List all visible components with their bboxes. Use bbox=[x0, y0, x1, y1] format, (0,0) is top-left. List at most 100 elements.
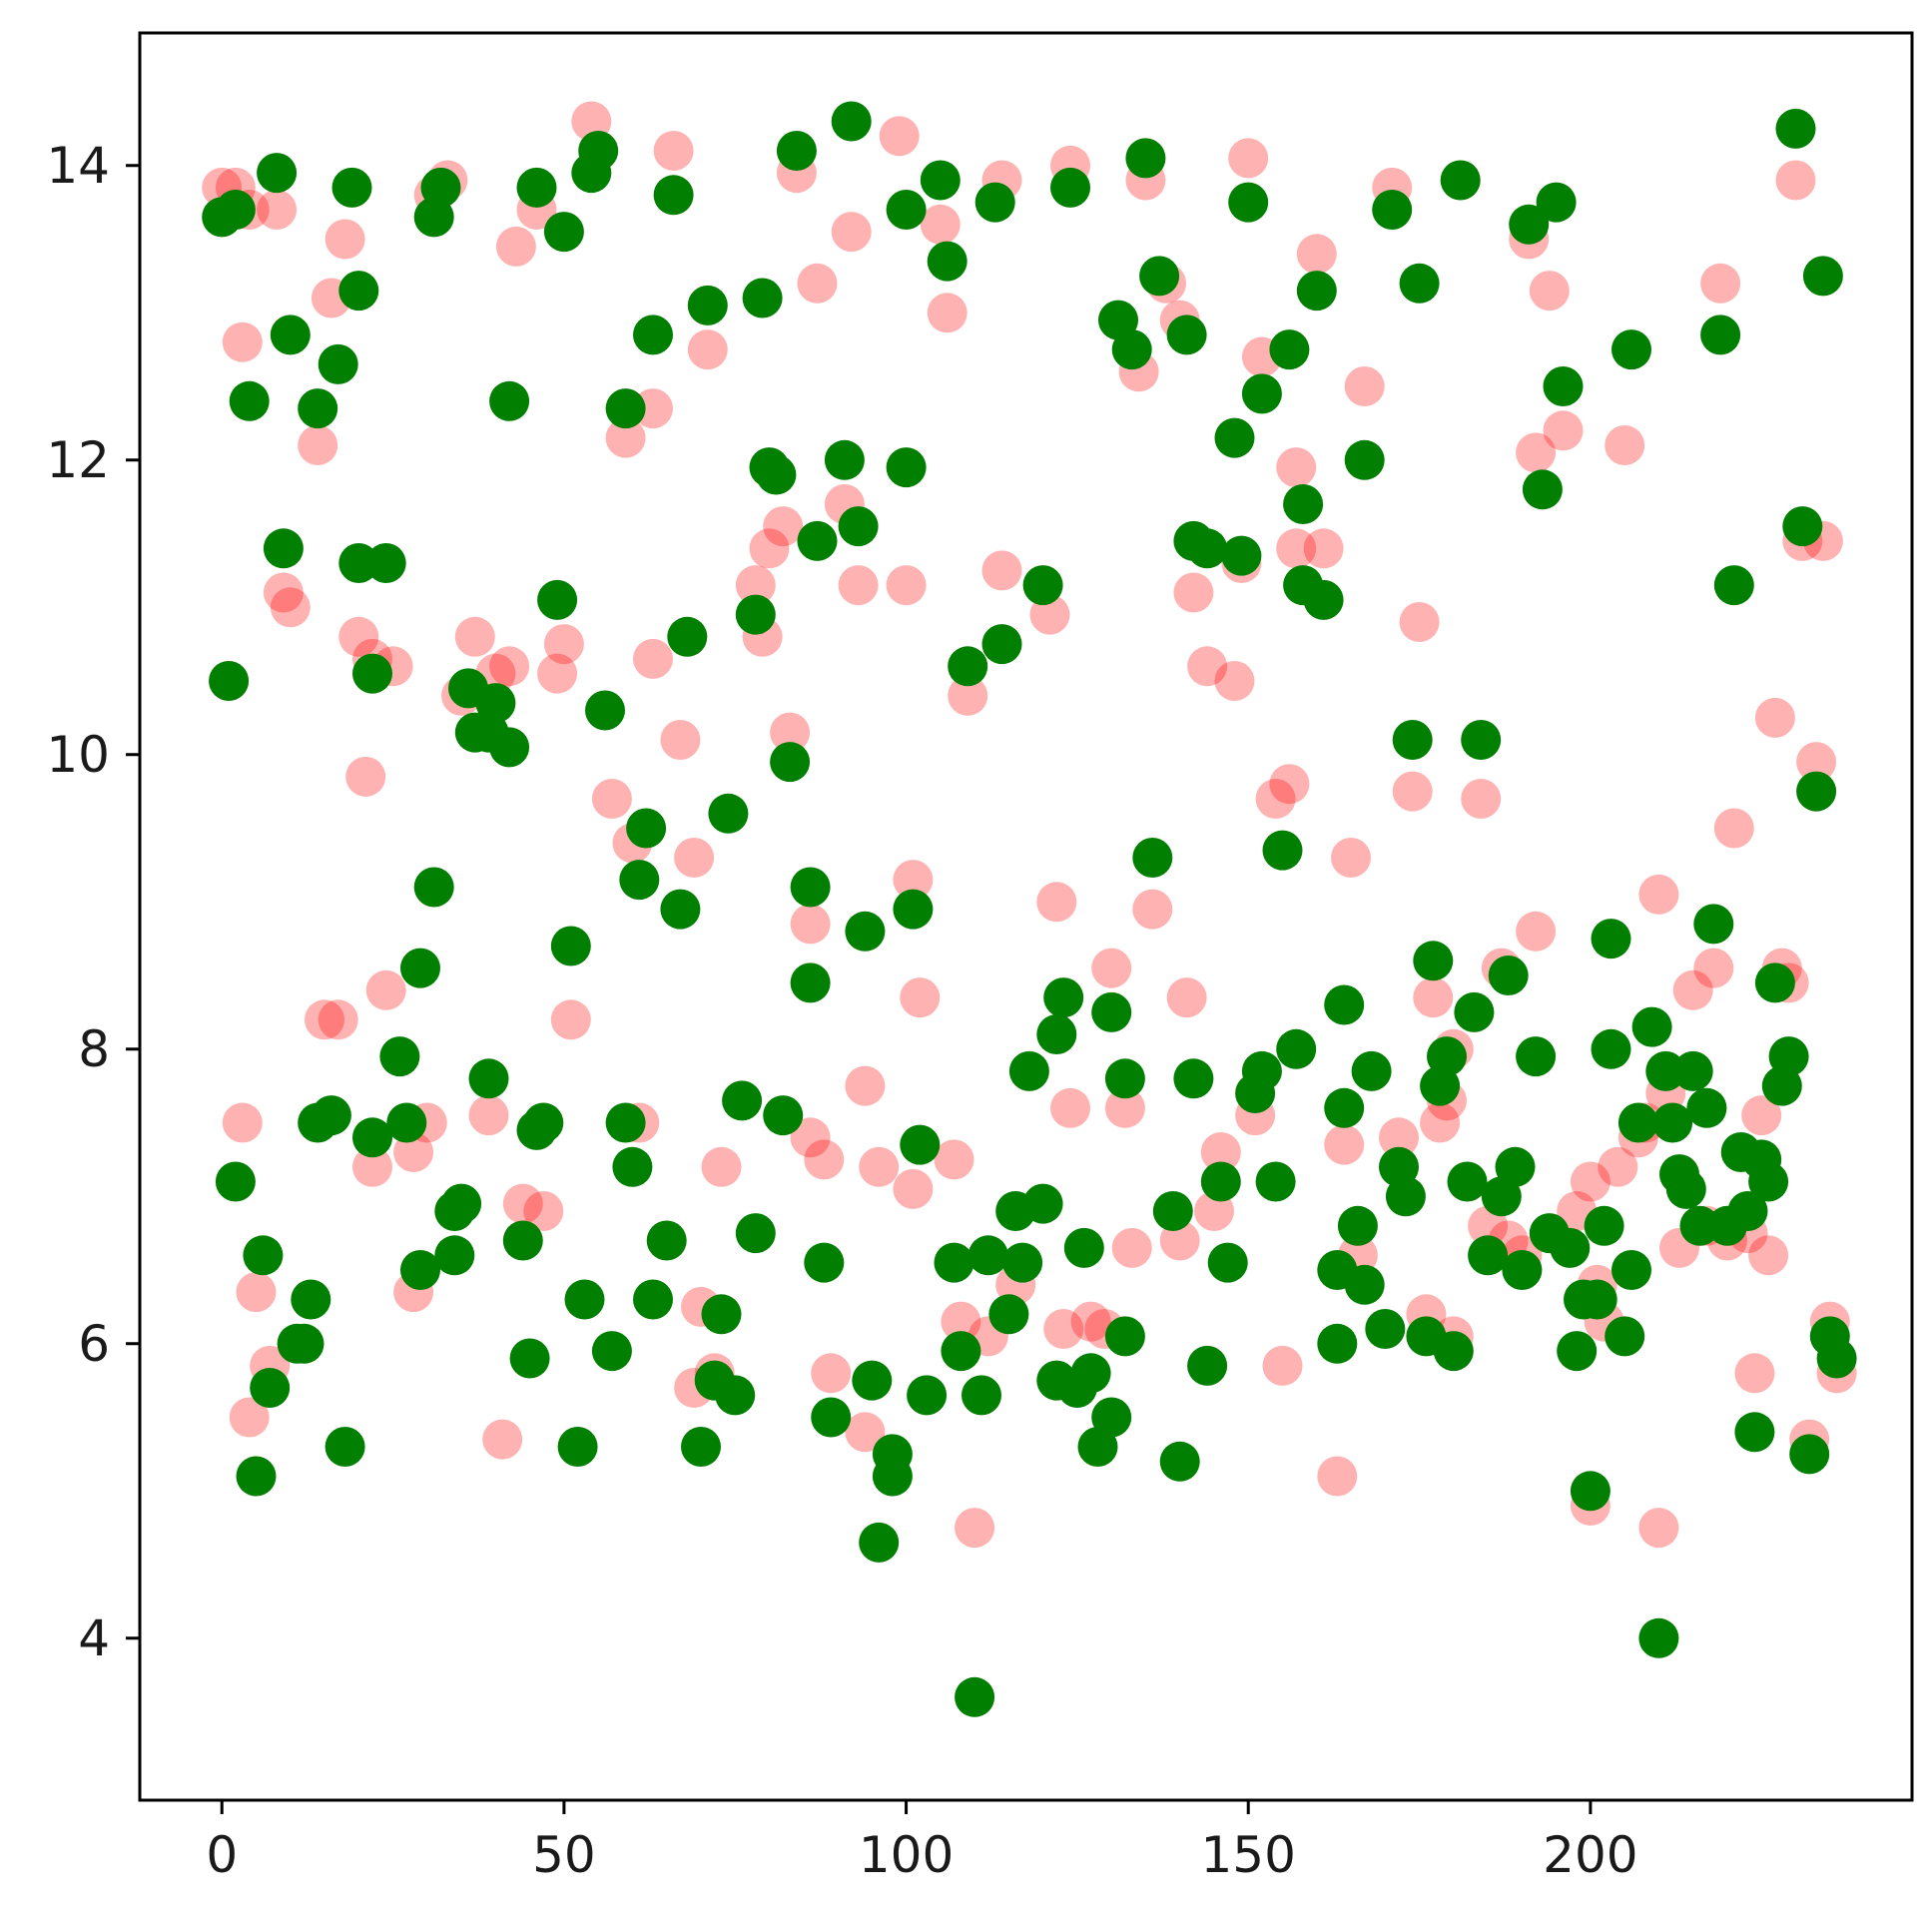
series-1-point-92 bbox=[859, 1522, 900, 1563]
series-1-point-109 bbox=[981, 624, 1022, 665]
series-1-point-8 bbox=[338, 271, 379, 312]
series-1-point-25 bbox=[379, 1036, 420, 1077]
series-0-point-93 bbox=[1070, 1301, 1111, 1342]
series-1-point-20 bbox=[284, 1323, 324, 1364]
series-1-point-81 bbox=[776, 131, 817, 171]
series-1-point-142 bbox=[1214, 417, 1255, 458]
series-0-point-125 bbox=[1344, 366, 1385, 406]
series-1-point-43 bbox=[509, 1338, 550, 1379]
series-0-point-7 bbox=[229, 1397, 270, 1438]
series-0-point-42 bbox=[591, 779, 632, 819]
series-1-point-97 bbox=[893, 889, 934, 930]
series-1-point-26 bbox=[386, 1102, 427, 1143]
series-0-point-4 bbox=[222, 321, 263, 362]
series-0-point-86 bbox=[981, 550, 1022, 591]
series-0-point-40 bbox=[482, 1419, 523, 1460]
series-0-point-80 bbox=[934, 1139, 974, 1180]
series-0-point-62 bbox=[797, 263, 838, 304]
series-1-point-67 bbox=[681, 1427, 721, 1467]
series-1-point-195 bbox=[1584, 1205, 1624, 1246]
series-1-point-139 bbox=[1187, 1345, 1228, 1386]
series-1-point-191 bbox=[1557, 1331, 1598, 1372]
series-0-point-58 bbox=[749, 528, 790, 569]
series-0-point-19 bbox=[318, 999, 358, 1040]
series-1-point-58 bbox=[605, 388, 646, 429]
series-1-point-165 bbox=[1372, 190, 1413, 230]
series-0-point-59 bbox=[763, 506, 804, 547]
series-0-point-146 bbox=[1543, 410, 1584, 451]
series-0-point-95 bbox=[1091, 948, 1132, 988]
series-0-point-153 bbox=[1605, 425, 1645, 465]
series-1-point-74 bbox=[735, 1213, 776, 1254]
series-1-point-104 bbox=[948, 646, 988, 687]
series-1-point-196 bbox=[1591, 1028, 1631, 1069]
series-0-point-55 bbox=[701, 1146, 742, 1187]
series-1-point-134 bbox=[1159, 1441, 1200, 1482]
series-1-point-122 bbox=[1070, 1353, 1111, 1394]
series-1-point-99 bbox=[907, 1375, 948, 1416]
series-0-point-43 bbox=[605, 417, 646, 458]
series-1-point-100 bbox=[920, 160, 961, 201]
series-1-point-59 bbox=[619, 860, 660, 901]
series-0-point-111 bbox=[1228, 138, 1269, 179]
series-0-point-157 bbox=[1638, 874, 1679, 915]
series-0-point-36 bbox=[550, 999, 591, 1040]
series-1-point-27 bbox=[400, 1250, 440, 1290]
series-1-point-51 bbox=[564, 1279, 605, 1320]
series-1-point-124 bbox=[1091, 1397, 1132, 1438]
series-1-point-28 bbox=[400, 948, 440, 988]
series-0-point-22 bbox=[352, 1146, 392, 1187]
series-1-point-70 bbox=[701, 1294, 742, 1335]
x-tick-label-3: 150 bbox=[1201, 1826, 1296, 1884]
series-1-point-143 bbox=[1221, 535, 1262, 576]
series-1-point-160 bbox=[1337, 1205, 1378, 1246]
series-0-point-127 bbox=[1379, 1117, 1419, 1158]
series-1-point-6 bbox=[318, 343, 358, 384]
series-1-point-7 bbox=[331, 167, 372, 208]
series-0-point-75 bbox=[893, 860, 934, 901]
series-0-point-5 bbox=[236, 1272, 277, 1313]
series-0-point-163 bbox=[1700, 263, 1741, 304]
series-0-point-64 bbox=[790, 1117, 831, 1158]
series-1-point-186 bbox=[1522, 469, 1563, 510]
series-0-point-114 bbox=[1255, 779, 1296, 819]
series-1-point-154 bbox=[1296, 271, 1337, 312]
series-1-point-82 bbox=[790, 867, 831, 908]
series-1-point-150 bbox=[1269, 329, 1310, 370]
series-0-point-78 bbox=[920, 204, 961, 245]
series-0-point-66 bbox=[811, 1353, 852, 1394]
series-0-point-96 bbox=[1104, 1087, 1145, 1128]
series-1-point-61 bbox=[633, 1279, 673, 1320]
series-1-point-78 bbox=[756, 454, 797, 495]
series-1-point-141 bbox=[1207, 1242, 1248, 1283]
series-1-point-184 bbox=[1509, 204, 1550, 245]
series-0-point-20 bbox=[365, 969, 406, 1010]
series-0-point-118 bbox=[1276, 528, 1317, 569]
series-0-point-132 bbox=[1420, 1102, 1461, 1143]
series-0-point-69 bbox=[838, 565, 879, 606]
series-0-point-3 bbox=[257, 190, 298, 230]
series-0-point-160 bbox=[1672, 969, 1713, 1010]
series-1-point-189 bbox=[1543, 366, 1584, 406]
series-1-point-23 bbox=[324, 1427, 365, 1467]
series-1-point-158 bbox=[1324, 1087, 1365, 1128]
x-tick-label-1: 50 bbox=[532, 1826, 596, 1884]
series-1-point-211 bbox=[1693, 904, 1734, 945]
series-0-point-167 bbox=[1734, 1353, 1775, 1394]
series-0-point-77 bbox=[893, 1168, 934, 1209]
series-1-point-168 bbox=[1392, 720, 1433, 760]
series-0-point-106 bbox=[1187, 646, 1228, 687]
series-0-point-173 bbox=[1775, 160, 1816, 201]
series-1-point-85 bbox=[804, 1242, 845, 1283]
series-1-point-207 bbox=[1665, 1168, 1706, 1209]
series-1-point-48 bbox=[537, 579, 578, 620]
series-1-point-18 bbox=[291, 1279, 331, 1320]
series-1-point-50 bbox=[557, 1427, 598, 1467]
series-1-point-2 bbox=[257, 153, 298, 194]
series-1-point-80 bbox=[770, 742, 811, 783]
series-1-point-96 bbox=[886, 447, 927, 488]
series-1-point-175 bbox=[1440, 160, 1481, 201]
series-0-point-129 bbox=[1399, 602, 1440, 642]
y-tick-label-1: 6 bbox=[78, 1315, 110, 1373]
series-0-point-28 bbox=[454, 616, 495, 657]
